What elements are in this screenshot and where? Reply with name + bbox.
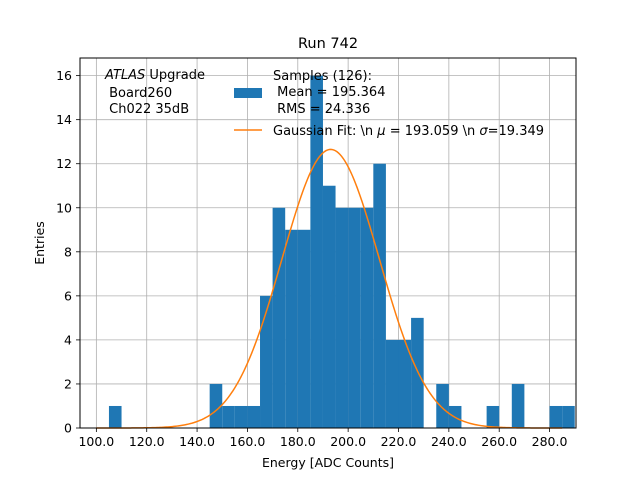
histogram-bar [486, 405, 500, 428]
histogram-bar [272, 207, 286, 428]
histogram-bar [247, 405, 261, 428]
annotation-italic: ATLAS [104, 68, 145, 83]
legend: Samples (126): Mean = 195.364 RMS = 24.3… [234, 69, 544, 139]
histogram-bar [322, 185, 336, 428]
histogram-bar [335, 207, 349, 428]
histogram-bar [209, 383, 223, 428]
x-tick-label: 240.0 [431, 434, 467, 449]
histogram-bar [348, 207, 361, 428]
histogram-bar [411, 317, 424, 428]
histogram-bar [260, 295, 273, 428]
histogram-bar [398, 339, 412, 428]
x-axis-label: Energy [ADC Counts] [262, 455, 394, 470]
x-tick-label: 140.0 [179, 434, 215, 449]
y-tick-label: 12 [56, 156, 72, 171]
histogram-bar [310, 75, 323, 428]
histogram-bar [373, 163, 386, 428]
y-axis-ticks: 0 2 4 6 8 10 12 14 16 [56, 68, 80, 436]
x-axis-ticks: 100.0 120.0 140.0 160.0 180.0 200.0 220.0 240.0… [78, 428, 567, 449]
histogram-bar [360, 207, 374, 428]
histogram-bars [108, 75, 575, 428]
y-tick-label: 16 [56, 68, 72, 83]
histogram-bar [222, 405, 235, 428]
x-tick-label: 120.0 [129, 434, 165, 449]
legend-hist-swatch [234, 88, 262, 98]
x-tick-label: 260.0 [481, 434, 517, 449]
y-tick-label: 8 [64, 244, 72, 259]
y-tick-label: 10 [56, 200, 72, 215]
experiment-annotation: ATLAS Upgrade Board260 Ch022 35dB [104, 68, 205, 117]
histogram-bar [549, 405, 563, 428]
histogram-bar [385, 339, 399, 428]
x-tick-label: 200.0 [330, 434, 366, 449]
svg-text:ATLAS Upgrade: ATLAS Upgrade [104, 68, 205, 83]
chart-title: Run 742 [298, 36, 358, 52]
y-tick-label: 6 [64, 288, 72, 303]
annotation-rest: Upgrade [145, 68, 205, 83]
x-tick-label: 160.0 [230, 434, 266, 449]
histogram-bar [108, 405, 122, 428]
x-tick-label: 100.0 [78, 434, 114, 449]
y-tick-label: 4 [64, 332, 72, 347]
x-tick-label: 180.0 [280, 434, 316, 449]
annotation-board: Board260 [105, 86, 172, 101]
y-tick-label: 14 [56, 112, 72, 127]
histogram-bar [297, 229, 311, 428]
legend-hist-line3: RMS = 24.336 [273, 102, 370, 117]
histogram-bar [562, 405, 575, 428]
y-tick-label: 0 [64, 421, 72, 436]
histogram-bar [234, 405, 248, 428]
y-tick-label: 2 [64, 376, 72, 391]
legend-hist-line2: Mean = 195.364 [273, 85, 385, 100]
histogram-bar [436, 383, 449, 428]
annotation-channel: Ch022 35dB [105, 102, 189, 117]
histogram-bar [285, 229, 298, 428]
x-tick-label: 280.0 [532, 434, 568, 449]
plot-frame [79, 57, 577, 429]
histogram-bar [511, 383, 525, 428]
x-tick-label: 220.0 [381, 434, 417, 449]
y-axis-label: Entries [32, 221, 47, 265]
gaussian-fit-line [96, 148, 563, 429]
legend-fit-label: Gaussian Fit: \n μ = 193.059 \n σ=19.349 [273, 124, 544, 139]
legend-hist-line1: Samples (126): [273, 69, 372, 84]
